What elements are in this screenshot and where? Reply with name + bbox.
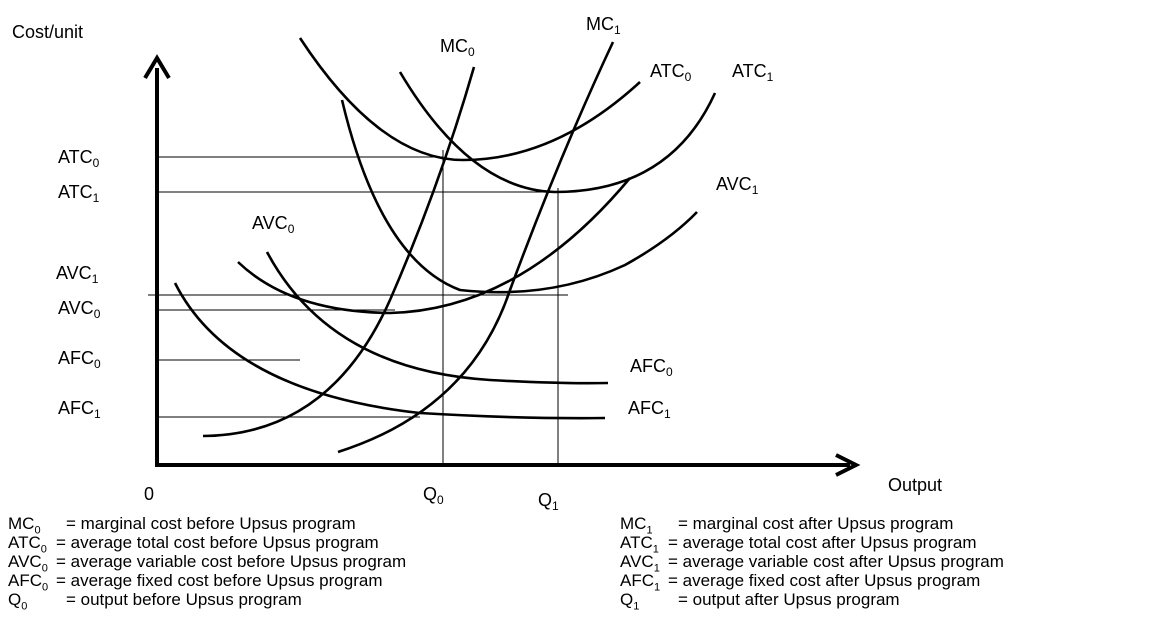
mc0-label: MC0 bbox=[440, 36, 475, 59]
mc0-curve bbox=[202, 66, 476, 438]
y-axis-label: Cost/unit bbox=[12, 22, 83, 42]
ytick-avc1: AVC1 bbox=[56, 263, 99, 286]
avc0-label: AVC0 bbox=[252, 213, 295, 236]
avc1-curve bbox=[340, 99, 698, 294]
ytick-afc1: AFC1 bbox=[58, 398, 101, 421]
ytick-atc0: ATC0 bbox=[58, 147, 100, 170]
y-axis-arrowhead bbox=[143, 54, 171, 80]
x-axis-arrowhead bbox=[835, 453, 861, 477]
afc1-label: AFC1 bbox=[628, 398, 671, 421]
ytick-avc0: AVC0 bbox=[58, 298, 101, 321]
afc1-curve bbox=[173, 282, 606, 420]
ytick-afc0: AFC0 bbox=[58, 348, 101, 371]
atc1-label: ATC1 bbox=[732, 61, 774, 84]
origin-label: 0 bbox=[144, 484, 154, 504]
mc1-curve bbox=[337, 41, 615, 454]
afc0-curve bbox=[265, 251, 609, 385]
axes bbox=[143, 54, 861, 477]
xtick-q1: Q1 bbox=[538, 490, 559, 513]
xtick-q0: Q0 bbox=[423, 484, 444, 507]
avc0-curve bbox=[237, 177, 631, 315]
atc0-curve bbox=[298, 37, 641, 162]
atc1-curve bbox=[398, 71, 717, 194]
ytick-atc1: ATC1 bbox=[58, 182, 100, 205]
afc0-label: AFC0 bbox=[630, 356, 673, 379]
avc1-label: AVC1 bbox=[716, 174, 759, 197]
curves bbox=[173, 37, 717, 454]
atc0-label: ATC0 bbox=[650, 61, 692, 84]
guide-lines bbox=[148, 150, 568, 466]
mc1-label: MC1 bbox=[586, 14, 621, 37]
x-axis-label: Output bbox=[888, 475, 942, 495]
